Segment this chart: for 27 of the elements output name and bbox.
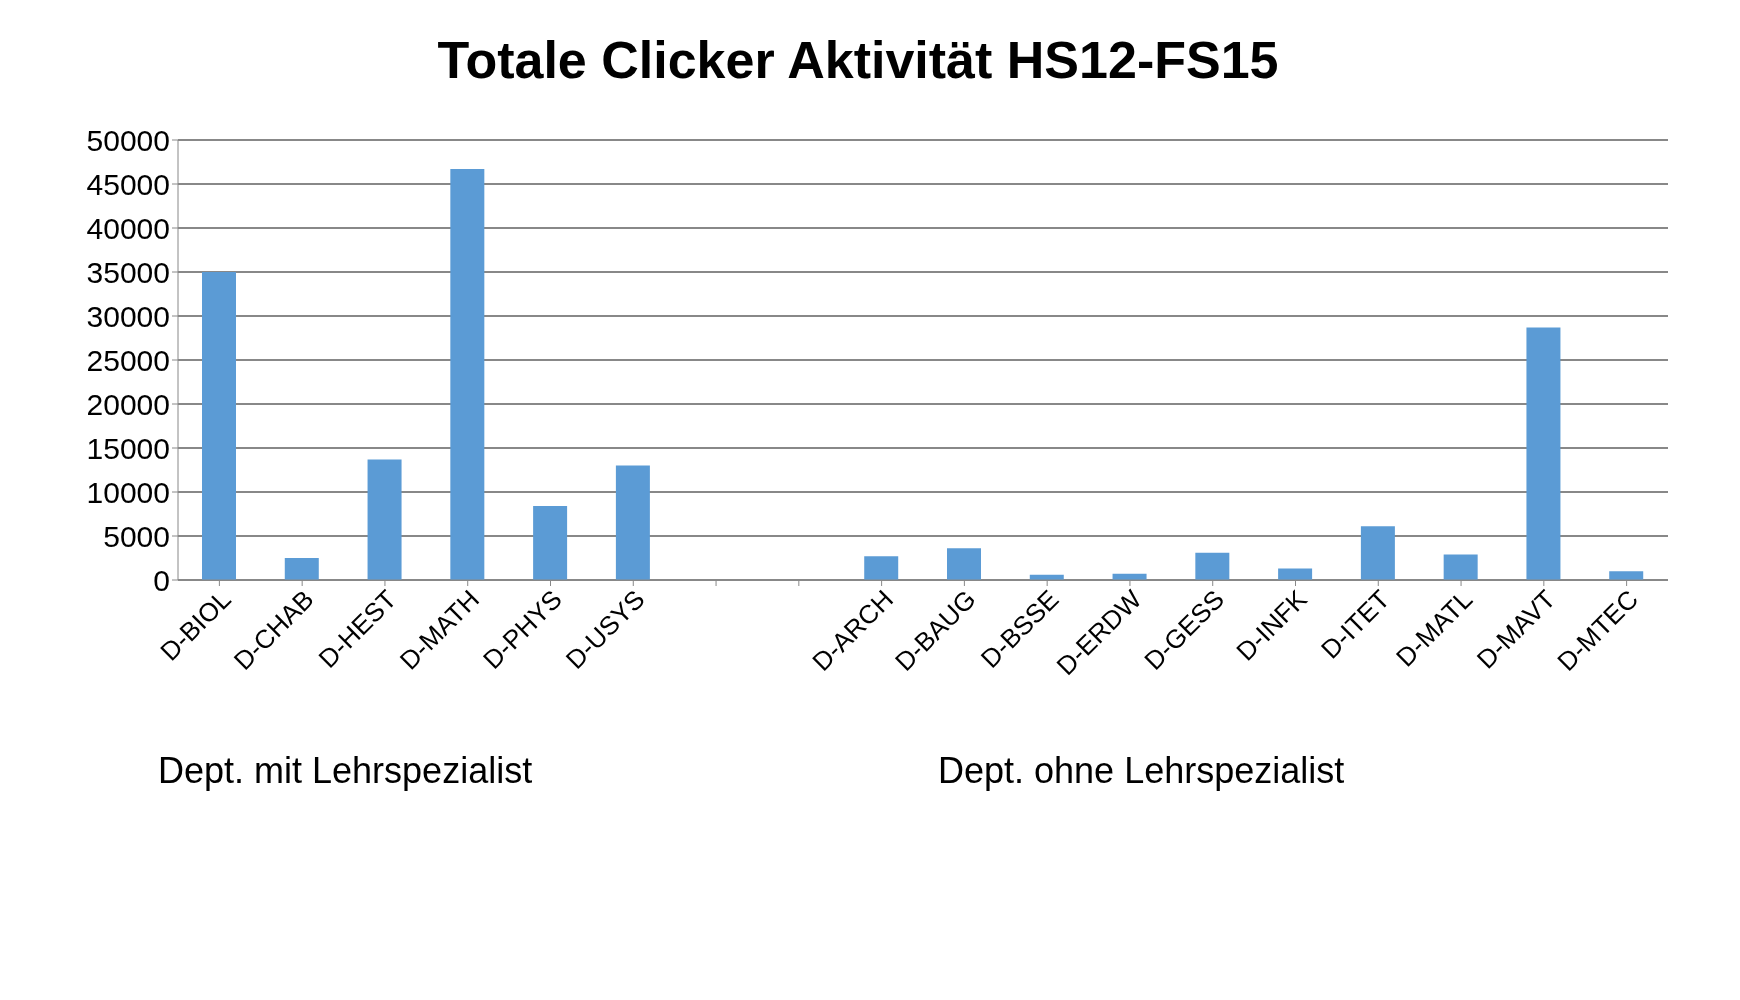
- bar: [615, 465, 650, 580]
- y-tick-label: 25000: [86, 343, 170, 377]
- bar: [1360, 526, 1395, 580]
- bar: [1443, 554, 1478, 580]
- y-tick-label: 15000: [86, 431, 170, 465]
- y-tick-label: 40000: [86, 211, 170, 245]
- bar: [533, 506, 568, 580]
- y-tick-label: 35000: [86, 255, 170, 289]
- text: Dept. mit Lehrspezialist: [158, 750, 533, 792]
- bar: [450, 169, 485, 580]
- y-tick-label: 20000: [86, 387, 170, 421]
- bar: [202, 272, 236, 580]
- y-tick-label: 50000: [86, 123, 170, 157]
- bar: [284, 558, 319, 580]
- y-tick-label: 30000: [86, 299, 170, 333]
- bar: [947, 548, 981, 580]
- bar: [1195, 552, 1230, 580]
- bar: [1609, 571, 1644, 580]
- bar: [1526, 327, 1561, 580]
- bar: [367, 459, 402, 580]
- text: Dept. ohne Lehrspezialist: [938, 750, 1345, 792]
- y-tick-label: 5000: [103, 519, 170, 553]
- y-tick-label: 0: [153, 563, 170, 597]
- bar: [864, 556, 899, 580]
- chart-title: Totale Clicker Aktivität HS12-FS15: [436, 30, 1280, 90]
- y-tick-label: 45000: [86, 167, 170, 201]
- y-tick-label: 10000: [86, 475, 170, 509]
